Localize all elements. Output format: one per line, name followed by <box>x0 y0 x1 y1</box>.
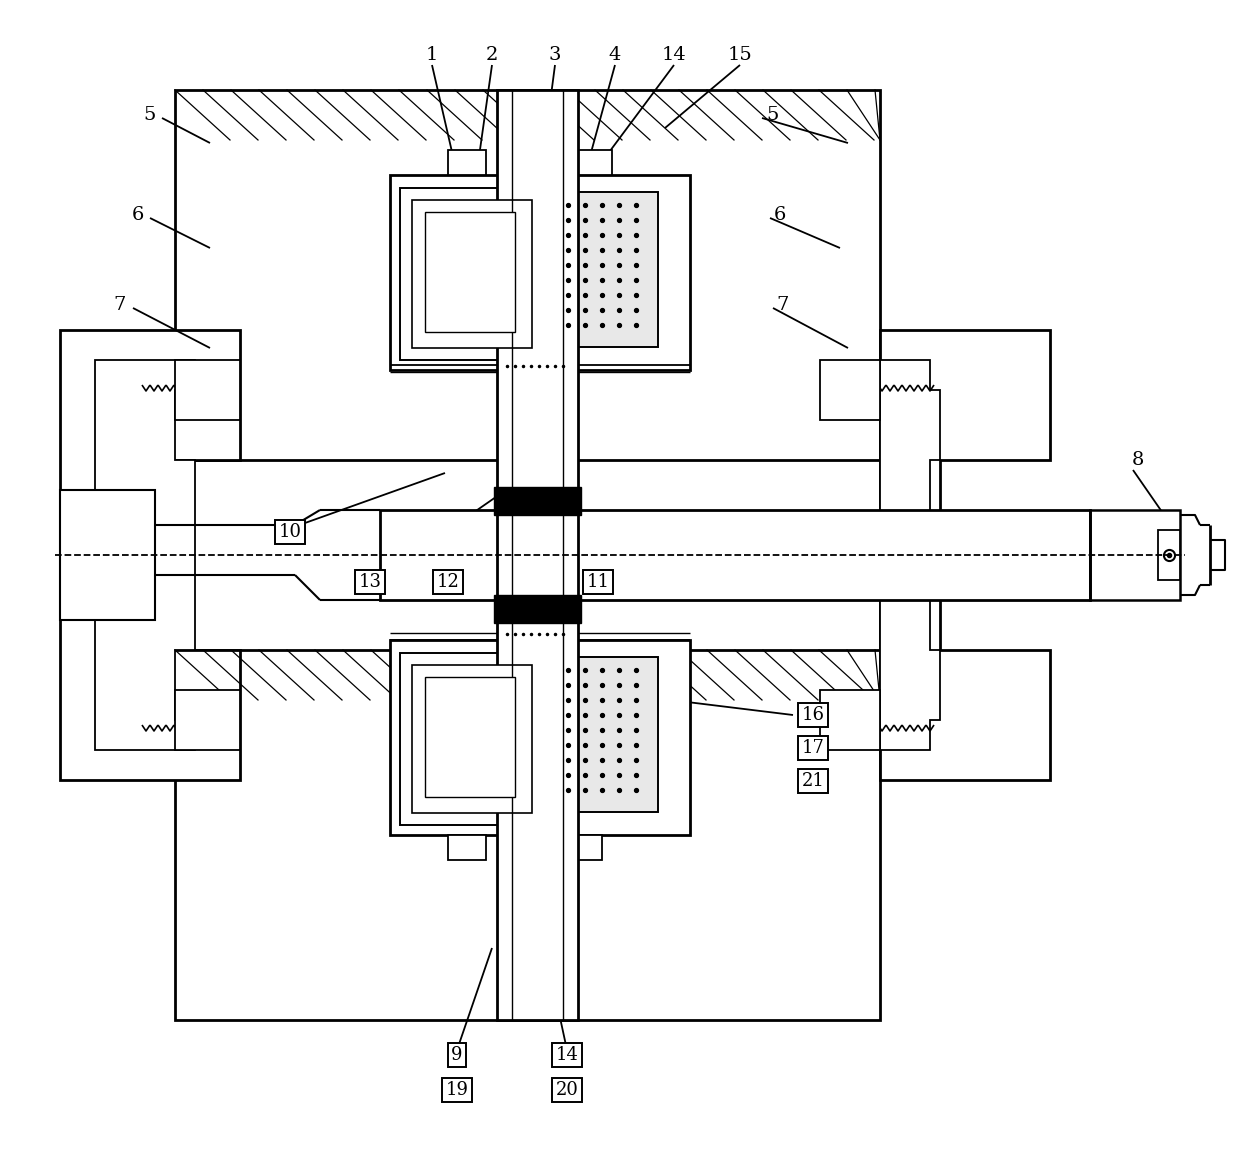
Text: 4: 4 <box>609 47 621 64</box>
Bar <box>500 629 575 640</box>
Bar <box>500 360 575 372</box>
Bar <box>175 650 880 1020</box>
Bar <box>494 487 582 514</box>
Bar <box>562 835 601 860</box>
Text: 21: 21 <box>801 772 825 790</box>
Text: 8: 8 <box>1132 450 1145 469</box>
Bar <box>558 656 658 812</box>
Bar <box>379 510 1090 599</box>
Polygon shape <box>95 360 195 750</box>
Text: 6: 6 <box>774 206 786 223</box>
Bar <box>572 150 613 175</box>
Bar <box>1090 510 1180 599</box>
Bar <box>497 90 578 1020</box>
Polygon shape <box>820 360 880 420</box>
Bar <box>401 653 548 825</box>
Text: 11: 11 <box>587 573 610 591</box>
Bar <box>175 90 880 460</box>
Text: 5: 5 <box>766 106 779 125</box>
Text: 14: 14 <box>662 47 687 64</box>
Bar <box>425 212 515 332</box>
Bar <box>412 665 532 812</box>
Text: 5: 5 <box>144 106 156 125</box>
Text: 12: 12 <box>436 573 460 591</box>
Text: 7: 7 <box>114 296 126 314</box>
Polygon shape <box>60 490 155 620</box>
Text: 16: 16 <box>801 707 825 724</box>
Bar <box>391 175 689 370</box>
Text: 7: 7 <box>776 296 789 314</box>
Text: 15: 15 <box>728 47 753 64</box>
Text: 1: 1 <box>425 47 438 64</box>
Polygon shape <box>60 331 241 780</box>
Bar <box>412 200 532 348</box>
Bar <box>1158 530 1180 580</box>
Polygon shape <box>820 690 880 750</box>
Bar <box>448 835 486 860</box>
Text: 6: 6 <box>131 206 144 223</box>
Text: 2: 2 <box>486 47 498 64</box>
Text: 17: 17 <box>801 739 825 757</box>
Text: 13: 13 <box>358 573 382 591</box>
Text: 14: 14 <box>556 1046 578 1064</box>
Polygon shape <box>175 360 241 420</box>
Text: 3: 3 <box>549 47 562 64</box>
Bar <box>425 677 515 797</box>
Bar <box>448 150 486 175</box>
Bar <box>401 189 548 360</box>
Polygon shape <box>880 360 940 750</box>
Text: 10: 10 <box>279 523 301 541</box>
Text: 9: 9 <box>451 1046 463 1064</box>
Polygon shape <box>880 331 1050 780</box>
Text: 20: 20 <box>556 1081 578 1099</box>
Bar <box>391 640 689 835</box>
Text: 19: 19 <box>445 1081 469 1099</box>
Polygon shape <box>175 690 241 750</box>
Bar <box>558 192 658 347</box>
Bar <box>494 595 582 623</box>
